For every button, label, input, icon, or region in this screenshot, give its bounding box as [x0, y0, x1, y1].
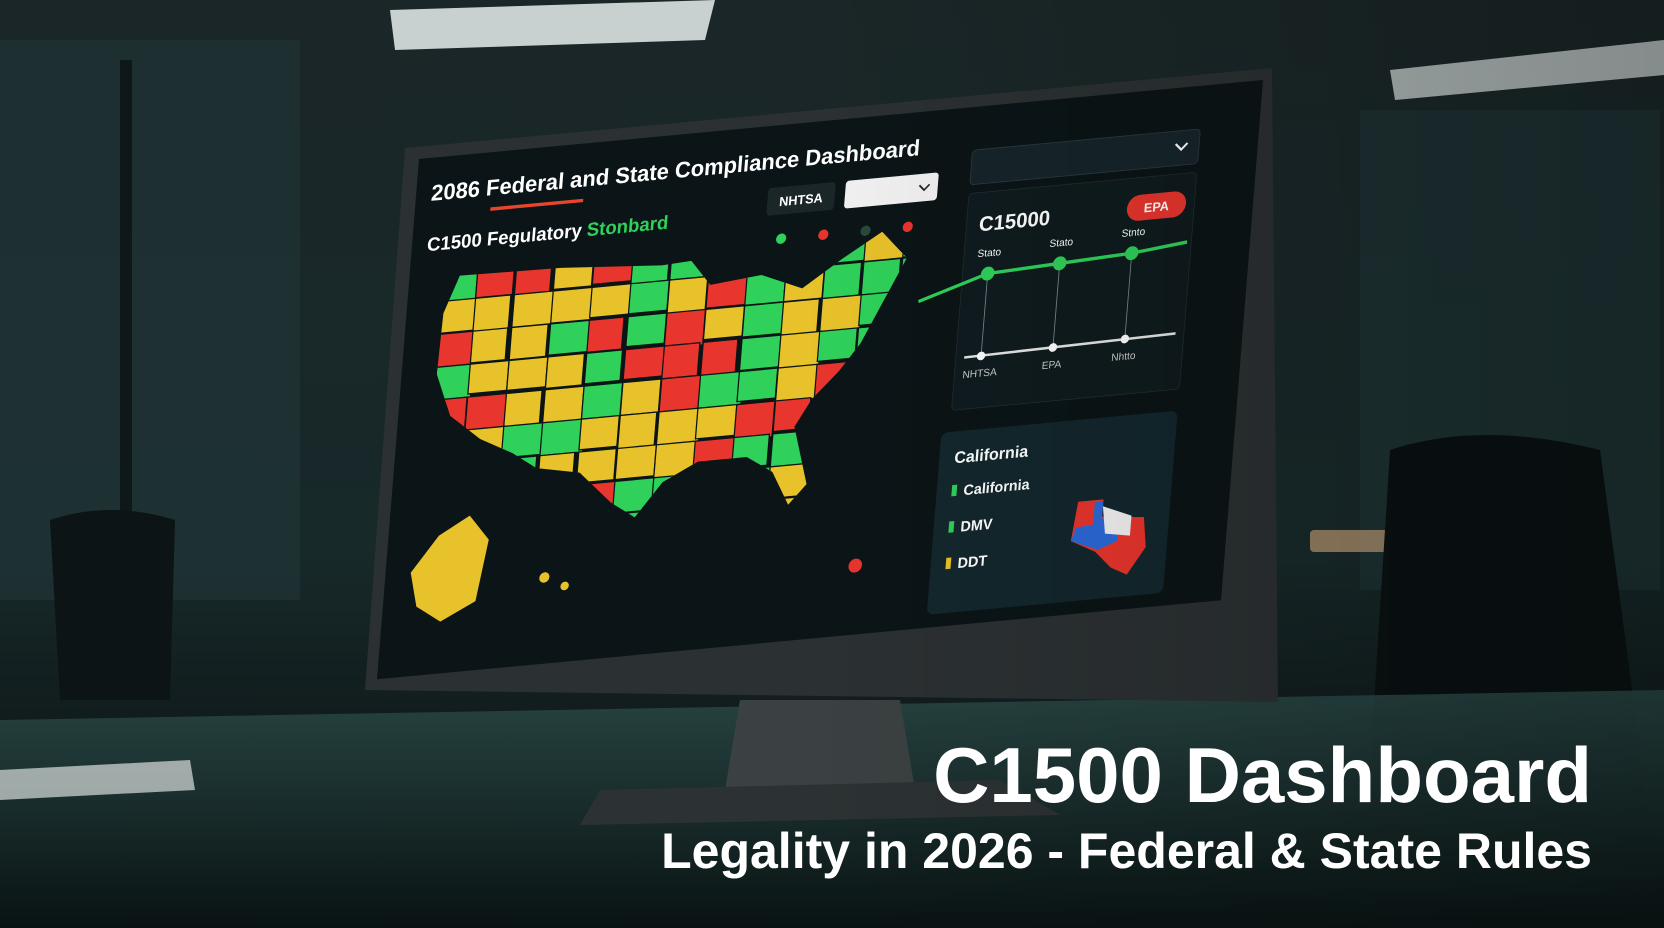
- state-tile: [736, 367, 779, 403]
- vignette: [800, 0, 1664, 928]
- state-tile: [699, 338, 739, 378]
- overlay-subtitle: Legality in 2026 - Federal & State Rules: [661, 823, 1592, 879]
- state-tile: [506, 356, 549, 392]
- state-tile: [666, 275, 709, 315]
- alaska: [410, 515, 489, 622]
- window: [0, 40, 300, 600]
- state-tile: [575, 447, 617, 484]
- state-tile: [583, 349, 624, 385]
- state-tile: [549, 286, 594, 324]
- state-tile: [588, 282, 633, 319]
- state-tile: [697, 370, 745, 410]
- state-tile: [661, 341, 701, 380]
- hawaii: [560, 581, 569, 591]
- state-tile: [694, 403, 741, 440]
- ceiling-light: [390, 0, 715, 50]
- overlay-title: C1500 Dashboard: [933, 731, 1592, 819]
- window-frame: [120, 60, 132, 600]
- state-tile: [741, 301, 788, 338]
- state-tile: [702, 305, 746, 341]
- state-tile: [619, 378, 662, 417]
- hawaii: [539, 572, 550, 583]
- state-tile: [616, 411, 658, 451]
- state-tile: [464, 392, 511, 431]
- state-tile: [738, 334, 784, 372]
- state-tile: [627, 279, 670, 315]
- state-tile: [586, 316, 625, 353]
- legend-dot: [776, 233, 787, 244]
- chair: [50, 510, 175, 700]
- paper: [0, 760, 195, 800]
- state-tile: [469, 327, 509, 364]
- title-underline: [490, 198, 584, 211]
- state-tile: [614, 444, 658, 481]
- state-tile: [625, 312, 668, 348]
- state-tile: [622, 345, 667, 381]
- state-tile: [655, 407, 703, 447]
- state-tile: [511, 289, 558, 329]
- state-tile: [508, 323, 549, 361]
- state-tile: [544, 352, 586, 390]
- state-tile: [467, 359, 510, 395]
- state-tile: [547, 319, 593, 356]
- state-tile: [578, 414, 621, 451]
